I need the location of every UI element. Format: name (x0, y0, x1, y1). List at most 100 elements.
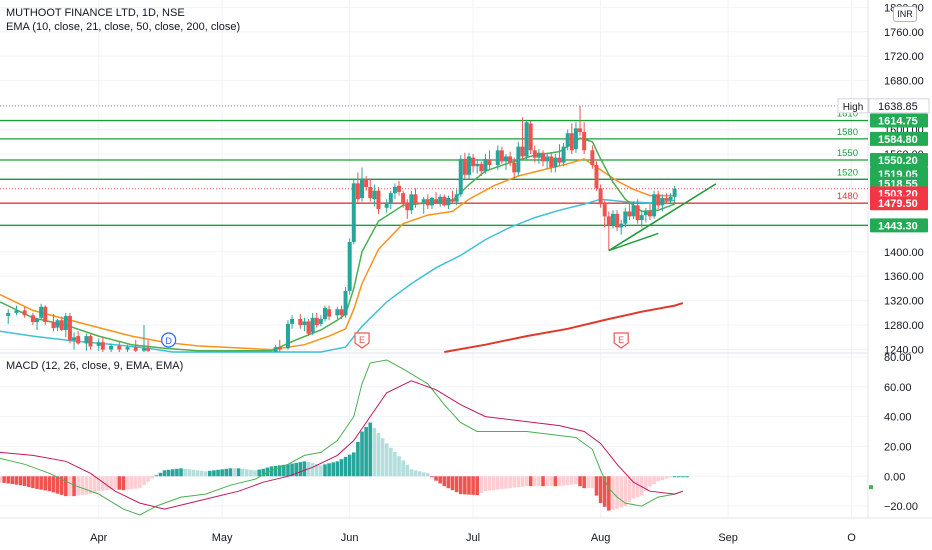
macd-axis[interactable]: 80.00 60.00 40.00 20.00 0.00 −20.00 (869, 352, 918, 513)
macd-histogram-bar (335, 461, 340, 477)
macd-histogram-bar (88, 476, 93, 495)
candle-body (384, 202, 389, 208)
symbol-title[interactable]: MUTHOOT FINANCE LTD, 1D, NSE (6, 7, 185, 19)
macd-histogram-bar (129, 476, 134, 490)
level-label: 1610 (837, 109, 858, 120)
candle-body (355, 183, 360, 200)
macd-histogram-bar (656, 476, 660, 482)
candle-body (442, 196, 447, 206)
macd-histogram-bar (442, 476, 447, 487)
macd-histogram-bar (35, 476, 39, 489)
candle-body (298, 319, 303, 326)
macd-histogram-bar (216, 469, 220, 477)
macd-histogram-bar (26, 476, 31, 488)
candle-body (141, 348, 146, 351)
candle-body (347, 242, 352, 291)
macd-histogram-bar (351, 452, 356, 477)
candle-body (339, 309, 344, 316)
ema-series-line (444, 302, 684, 353)
candle-body (524, 122, 529, 157)
macd-histogram-bar (298, 462, 303, 477)
ema-series-line (0, 198, 675, 353)
candle-body (63, 315, 68, 330)
triangle-pattern (608, 183, 717, 252)
macd-histogram-bar (356, 441, 360, 477)
candle-body (290, 319, 295, 324)
candle-body (285, 323, 290, 349)
macd-histogram-bar (76, 476, 80, 496)
macd-histogram-bar (240, 468, 245, 477)
macd-histogram-bar (347, 454, 352, 477)
candle-body (360, 178, 365, 198)
candle-body (561, 146, 566, 163)
high-label-box (837, 98, 869, 114)
macd-histogram-bar (524, 476, 529, 487)
macd-histogram-bar (631, 476, 636, 499)
macd-histogram-bar (323, 464, 327, 477)
macd-histogram-bar (623, 476, 628, 507)
macd-tick-label: 0.00 (884, 471, 905, 483)
macd-histogram (0, 422, 689, 511)
macd-histogram-bar (401, 460, 405, 477)
macd-histogram-bar (150, 476, 155, 479)
candle-body (327, 309, 332, 317)
candle-body (100, 342, 105, 350)
macd-histogram-bar (360, 431, 364, 477)
macd-lines (0, 359, 684, 516)
candle-body (425, 199, 430, 206)
macd-histogram-bar (516, 476, 521, 488)
candle-body (314, 317, 319, 326)
time-axis[interactable]: Apr May Jun Jul Aug Sep O (90, 532, 856, 544)
price-badge-value: 1479.50 (878, 198, 918, 210)
candle-body (475, 163, 480, 167)
candle-body (553, 157, 558, 168)
candle-body (133, 347, 138, 351)
macd-histogram-bar (187, 469, 192, 477)
time-tick-label: May (212, 532, 233, 544)
macd-histogram-bar (154, 475, 159, 477)
macd-histogram-bar (409, 469, 414, 477)
high-value-box (868, 98, 930, 114)
candle-body (594, 165, 599, 189)
earnings-marker (354, 332, 370, 349)
macd-histogram-bar (290, 463, 294, 477)
candle-body (76, 336, 81, 344)
macd-histogram-bar (249, 469, 253, 477)
candle-body (39, 306, 44, 318)
macd-histogram-bar (520, 476, 525, 487)
currency-button[interactable]: INR (893, 6, 917, 22)
macd-histogram-bar (389, 447, 393, 477)
macd-histogram-bar (158, 472, 163, 477)
price-badge (870, 218, 928, 233)
price-tick-label: 1680.00 (884, 76, 924, 88)
macd-histogram-bar (84, 476, 89, 495)
macd-histogram-bar (586, 476, 591, 489)
candle-body (429, 198, 434, 206)
macd-histogram-bar (574, 476, 578, 485)
ema-legend[interactable]: EMA (10, close, 21, close, 50, close, 20… (6, 21, 241, 33)
candle-body (512, 162, 517, 173)
candle-body (545, 156, 550, 162)
candle-body (471, 157, 476, 167)
candle-body (532, 150, 537, 158)
horizontal-levels: 1610 1580 1550 1520 1480 (0, 105, 868, 226)
candle-body (22, 310, 27, 316)
macd-histogram-bar (113, 476, 117, 490)
candle-body (306, 321, 311, 334)
macd-histogram-bar (426, 473, 430, 477)
price-tick-label: 1240.00 (884, 345, 924, 357)
macd-histogram-bar (660, 476, 665, 480)
macd-histogram-bar (282, 464, 286, 477)
macd-histogram-bar (109, 476, 113, 490)
high-label: High (843, 102, 864, 113)
candle-body (631, 205, 636, 217)
candle-body (413, 194, 418, 203)
macd-histogram-bar (117, 476, 122, 490)
macd-histogram-bar (598, 476, 603, 504)
macd-legend[interactable]: MACD (12, 26, close, 9, EMA, EMA) (6, 360, 184, 372)
price-badge-value: 1443.30 (878, 220, 918, 232)
macd-histogram-bar (368, 422, 373, 477)
macd-histogram-bar (458, 476, 463, 495)
macd-histogram-bar (635, 476, 640, 498)
